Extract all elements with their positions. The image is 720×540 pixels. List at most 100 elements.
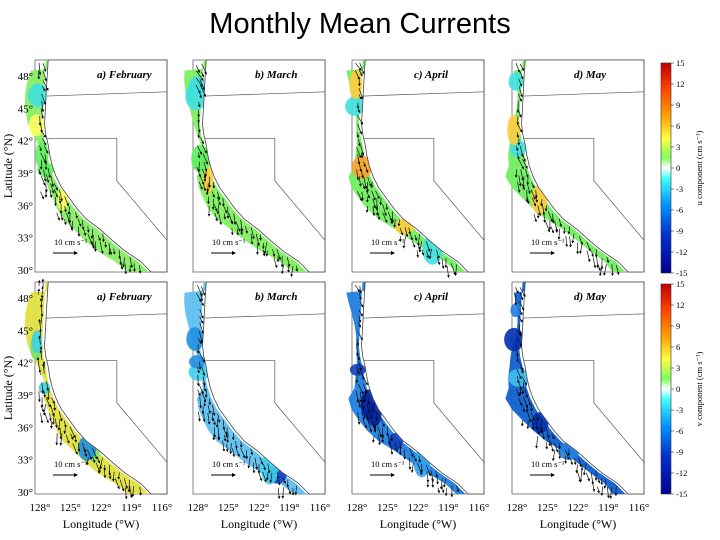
current-vector xyxy=(202,168,207,179)
current-vector xyxy=(603,264,607,276)
current-vector xyxy=(390,443,394,455)
current-vector xyxy=(198,338,202,345)
current-vector xyxy=(112,471,115,482)
current-vector xyxy=(519,292,524,301)
x-tick-label: 122° xyxy=(568,502,589,514)
current-vector xyxy=(356,114,364,125)
current-vector xyxy=(63,219,67,226)
current-vector xyxy=(526,197,530,205)
current-vector xyxy=(199,322,204,335)
current-vector xyxy=(38,369,42,375)
current-vector xyxy=(40,129,46,138)
current-vector xyxy=(418,241,423,253)
current-vector xyxy=(103,470,107,479)
current-vector xyxy=(97,456,101,464)
current-vector xyxy=(516,152,520,160)
current-vector xyxy=(399,227,404,236)
color-patch xyxy=(504,327,524,352)
current-vector xyxy=(36,357,40,370)
current-vector xyxy=(276,248,281,261)
current-vector xyxy=(514,169,518,178)
current-vector xyxy=(223,205,228,214)
current-vector xyxy=(359,62,365,75)
current-vector xyxy=(48,413,52,422)
y-axis-label: Latitude (°N) xyxy=(1,356,15,420)
current-vector xyxy=(50,183,55,194)
x-tick-label: 119° xyxy=(598,502,619,514)
y-tick-label: 48° xyxy=(18,71,33,83)
current-vector xyxy=(67,206,71,215)
current-vector xyxy=(418,456,422,463)
scale-label: 10 cm s⁻¹ xyxy=(54,459,88,469)
current-vector xyxy=(361,403,365,410)
current-vector xyxy=(118,249,121,260)
current-vector xyxy=(223,434,227,442)
state-border xyxy=(46,91,168,97)
current-vector xyxy=(46,389,50,401)
current-vector xyxy=(518,93,522,102)
current-vector xyxy=(86,449,92,460)
current-vector xyxy=(91,241,95,250)
current-vector xyxy=(576,470,582,483)
current-vector xyxy=(217,191,221,200)
current-vector xyxy=(565,236,569,248)
current-vector xyxy=(201,71,205,78)
current-vector xyxy=(49,190,53,198)
x-axis-label: Longitude (°W) xyxy=(540,517,616,531)
current-vector xyxy=(530,189,536,200)
current-vector xyxy=(519,287,526,298)
current-vector xyxy=(44,184,48,193)
current-vector xyxy=(414,235,418,241)
current-vector xyxy=(139,486,142,496)
current-vector xyxy=(355,285,360,292)
current-vector xyxy=(99,241,104,254)
current-vector xyxy=(215,418,219,428)
state-border xyxy=(204,360,326,463)
current-vector xyxy=(586,472,590,482)
current-vector xyxy=(551,433,555,440)
current-vector xyxy=(358,398,362,408)
current-vector xyxy=(518,360,524,372)
current-vector xyxy=(356,169,360,181)
current-vector xyxy=(516,132,520,139)
current-vector xyxy=(240,227,243,236)
current-vector xyxy=(372,436,375,443)
state-border xyxy=(523,313,645,319)
current-vector xyxy=(518,86,523,98)
current-vector xyxy=(213,204,218,212)
current-vector xyxy=(362,182,366,190)
current-vector xyxy=(367,176,372,187)
current-vector xyxy=(206,182,210,193)
current-vector xyxy=(203,183,207,192)
current-vector xyxy=(240,448,246,459)
current-vector xyxy=(518,159,524,170)
state-border xyxy=(204,138,326,241)
u-colorbar-tick-label: -9 xyxy=(676,226,683,236)
current-vector xyxy=(197,152,201,159)
u-colorbar-tick-label: 3 xyxy=(676,142,680,152)
scale-label: 10 cm s⁻¹ xyxy=(531,237,565,247)
current-vector xyxy=(129,486,133,499)
panel-label: c) April xyxy=(414,69,449,81)
current-vector xyxy=(40,108,44,120)
v-colorbar-tick-label: -9 xyxy=(676,447,683,457)
current-vector xyxy=(547,434,551,447)
current-vector xyxy=(198,351,205,363)
current-vector xyxy=(356,366,360,375)
current-vector xyxy=(443,478,447,488)
current-vector xyxy=(358,360,362,371)
current-vector xyxy=(517,330,522,337)
current-vector xyxy=(197,123,201,133)
current-vector xyxy=(54,189,58,198)
current-vector xyxy=(360,152,364,159)
current-vector xyxy=(431,477,435,488)
current-vector xyxy=(124,263,128,275)
current-band xyxy=(184,282,307,494)
current-vector xyxy=(262,471,267,483)
current-vector xyxy=(569,236,572,248)
current-vector xyxy=(515,62,521,73)
current-vector xyxy=(358,87,364,100)
current-vector xyxy=(199,300,204,307)
current-vector xyxy=(521,183,525,191)
current-vector xyxy=(530,412,535,421)
